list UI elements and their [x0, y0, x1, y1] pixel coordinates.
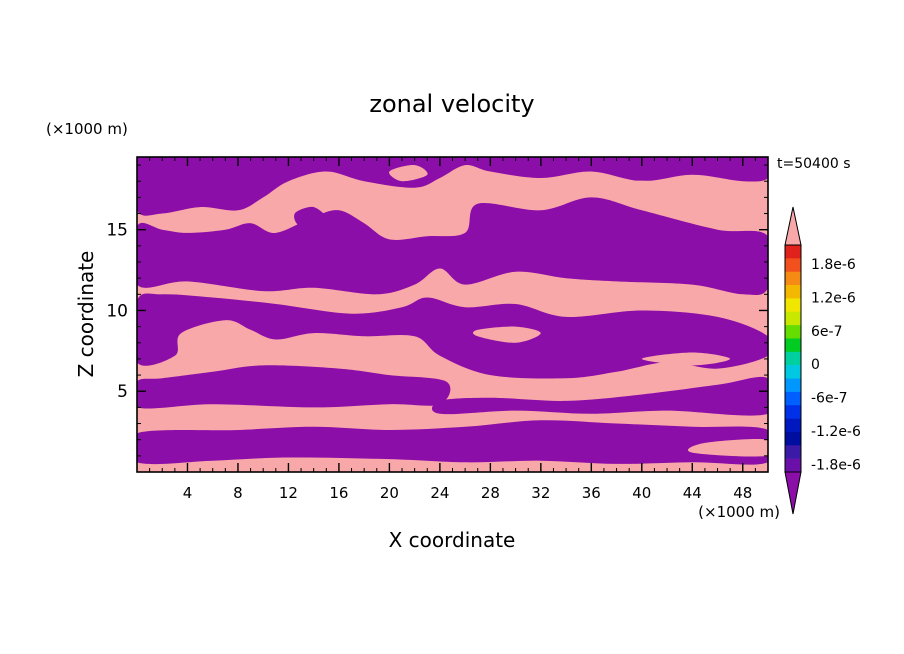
colorbar-label: 1.8e-6 — [811, 257, 856, 273]
negative-velocity-region — [432, 376, 768, 416]
colorbar-swatch — [785, 325, 801, 339]
colorbar-swatch — [785, 365, 801, 379]
colorbar-over-triangle — [784, 206, 802, 246]
negative-velocity-region — [137, 197, 768, 296]
x-tick-label: 36 — [582, 484, 601, 502]
x-tick-label: 8 — [233, 484, 243, 502]
negative-velocity-region — [137, 157, 768, 216]
x-tick-label: 48 — [733, 484, 752, 502]
x-tick-label: 20 — [380, 484, 399, 502]
chart-title: zonal velocity — [369, 90, 534, 118]
z-unit-label: (×1000 m) — [46, 120, 128, 138]
y-axis: 5 10 15 — [106, 164, 768, 457]
negative-velocity-region — [137, 365, 451, 409]
colorbar-frame — [784, 244, 802, 473]
x-unit-label: (×1000 m) — [698, 503, 780, 521]
colorbar-swatch — [785, 338, 801, 353]
x-tick-label: 40 — [632, 484, 651, 502]
time-label: t=50400 s — [777, 156, 851, 172]
x-axis-label: X coordinate — [389, 528, 516, 552]
colorbar-swatch — [785, 351, 801, 366]
y-tick-label: 10 — [106, 301, 128, 321]
colorbar-swatch — [785, 378, 801, 393]
negative-velocity-region — [294, 206, 327, 227]
colorbar-label: 6e-7 — [811, 324, 842, 340]
x-tick-label: 32 — [531, 484, 550, 502]
colorbar-label: 0 — [811, 357, 820, 373]
velocity-field — [137, 157, 768, 465]
colorbar: 1.8e-6 1.2e-6 6e-7 0 -6e-7 -1.2e-6 -1.8e-6 — [784, 206, 861, 515]
x-tick-label: 44 — [683, 484, 702, 502]
colorbar-label: -1.8e-6 — [811, 457, 861, 473]
colorbar-under-triangle — [784, 471, 802, 515]
colorbar-swatch — [785, 271, 801, 286]
x-axis: 4 8 12 16 20 24 28 32 36 40 44 48 — [149, 157, 756, 502]
negative-velocity-region — [137, 293, 768, 379]
positive-velocity-region — [472, 326, 541, 343]
colorbar-swatch — [785, 285, 801, 299]
colorbar-swatch — [785, 418, 801, 433]
colorbar-label: 1.2e-6 — [811, 290, 856, 306]
positive-velocity-region — [641, 352, 731, 366]
y-axis-label: Z coordinate — [74, 251, 98, 378]
negative-velocity-region — [137, 420, 768, 465]
colorbar-swatch — [785, 391, 801, 406]
colorbar-swatch — [785, 258, 801, 273]
positive-velocity-region — [688, 438, 768, 457]
colorbar-label: -1.2e-6 — [811, 424, 861, 440]
positive-velocity-region — [389, 165, 428, 182]
colorbar-swatch — [785, 458, 801, 473]
x-tick-label: 28 — [481, 484, 500, 502]
x-tick-label: 24 — [430, 484, 449, 502]
x-tick-label: 12 — [279, 484, 298, 502]
colorbar-swatch — [785, 245, 801, 259]
positive-velocity-region — [614, 180, 682, 198]
colorbar-swatch — [785, 298, 801, 313]
colorbar-swatch — [785, 431, 801, 446]
colorbar-swatch — [785, 445, 801, 459]
y-tick-label: 15 — [106, 221, 128, 241]
negative-velocity-region — [297, 386, 330, 401]
colorbar-label: -6e-7 — [811, 391, 848, 407]
x-tick-label: 4 — [183, 484, 193, 502]
x-tick-label: 16 — [329, 484, 348, 502]
colorbar-swatch — [785, 405, 801, 419]
colorbar-swatch — [785, 311, 801, 326]
y-tick-label: 5 — [117, 382, 128, 402]
